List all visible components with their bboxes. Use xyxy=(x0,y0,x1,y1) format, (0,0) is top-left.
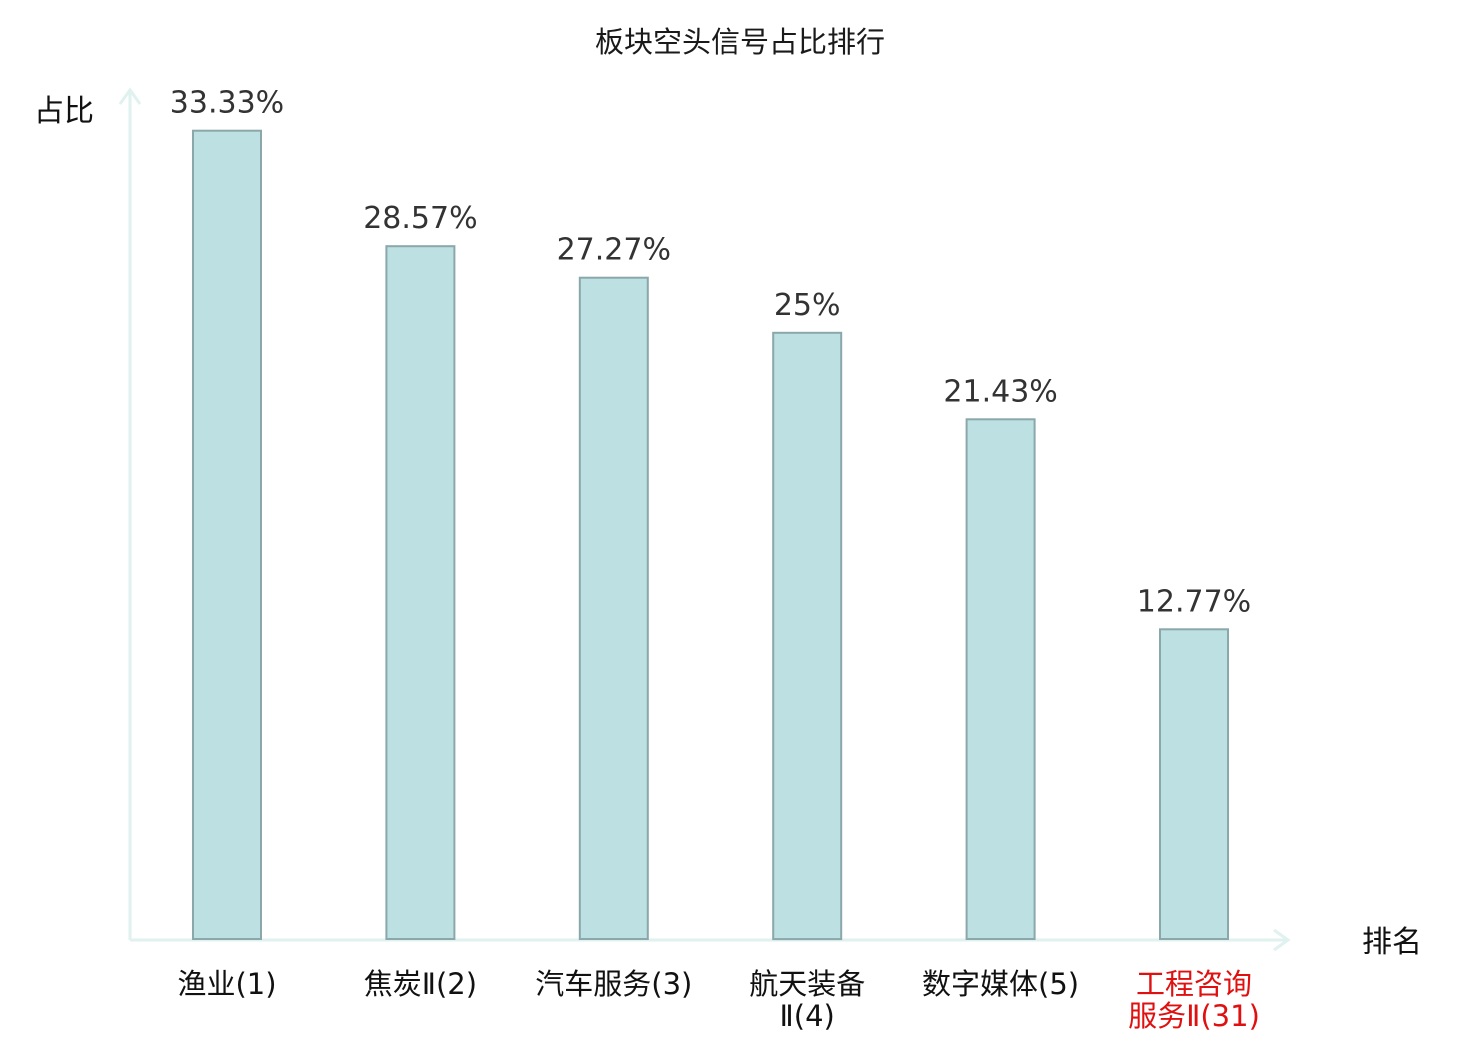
bar-4 xyxy=(772,331,843,941)
value-label-3: 27.27% xyxy=(557,233,671,268)
value-label-6: 12.77% xyxy=(1137,584,1251,619)
bar-3 xyxy=(578,276,649,940)
category-label-4-line-2: Ⅱ(4) xyxy=(780,999,835,1033)
bar-2 xyxy=(385,245,456,940)
value-label-1: 33.33% xyxy=(170,86,284,121)
x-axis-arrow-icon xyxy=(1273,928,1291,952)
chart-title: 板块空头信号占比排行 xyxy=(595,25,885,59)
bar-1 xyxy=(192,129,262,940)
x-axis-label: 排名 xyxy=(1362,925,1422,960)
category-label-4-line-1: 航天装备 xyxy=(749,967,865,1001)
bar-5 xyxy=(965,418,1036,940)
bars-group xyxy=(192,129,1229,941)
category-label-3: 汽车服务(3) xyxy=(535,967,692,1001)
category-label-6-line-1: 工程咨询 xyxy=(1136,967,1252,1001)
value-labels-group: 33.33% 28.57% 27.27% 25% 21.43% 12.77% xyxy=(170,86,1251,620)
axes xyxy=(118,87,1291,952)
category-label-2: 焦炭Ⅱ(2) xyxy=(364,967,477,1001)
category-label-5: 数字媒体(5) xyxy=(922,967,1079,1001)
y-axis-label: 占比 xyxy=(34,94,94,129)
category-label-1: 渔业(1) xyxy=(177,967,276,1001)
category-label-6-line-2: 服务Ⅱ(31) xyxy=(1128,999,1260,1033)
value-label-5: 21.43% xyxy=(943,374,1057,409)
bar-6 xyxy=(1159,628,1229,940)
value-label-4: 25% xyxy=(774,288,841,323)
value-label-2: 28.57% xyxy=(363,201,477,236)
y-axis-arrow-icon xyxy=(118,87,142,105)
